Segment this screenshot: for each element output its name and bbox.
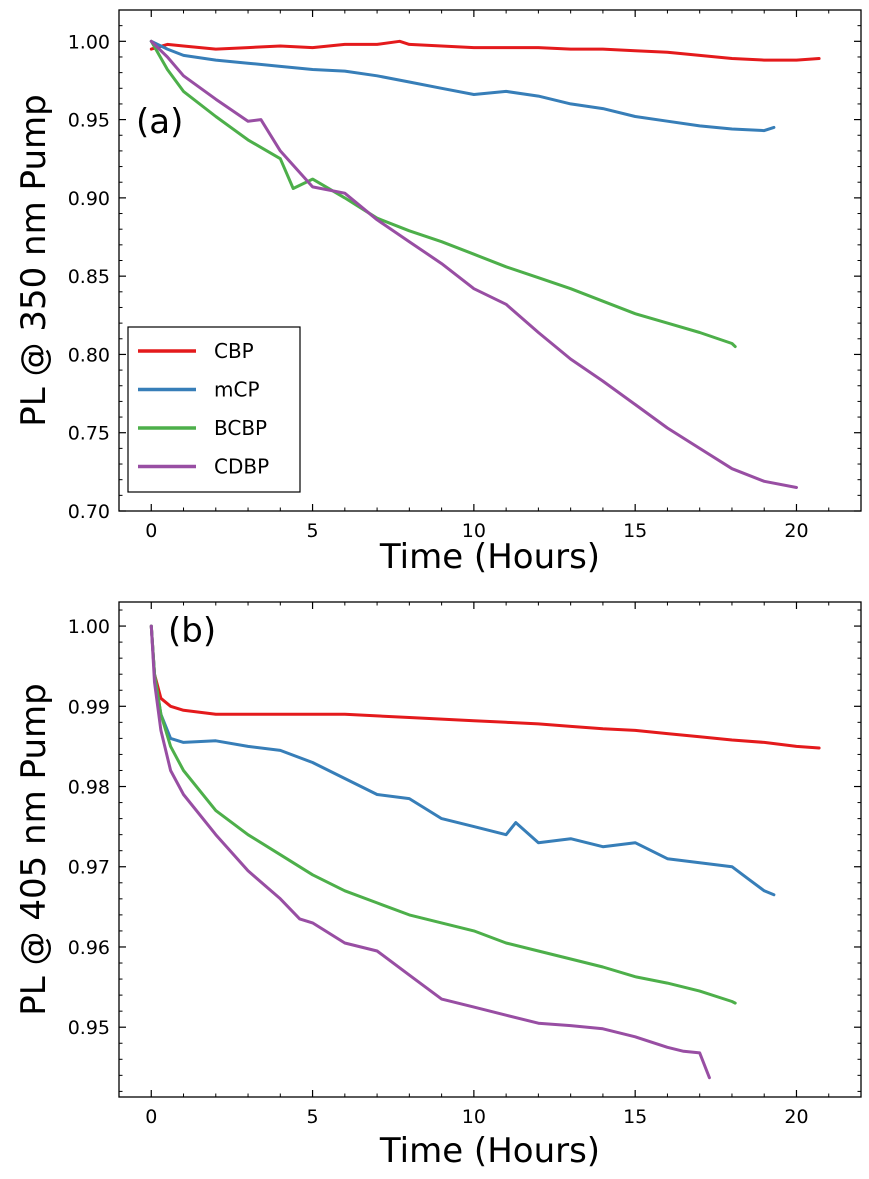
y-axis-label: PL @ 405 nm Pump	[14, 683, 54, 1015]
y-tick-label: 0.95	[68, 1017, 110, 1039]
series-line-cdbp	[149, 39, 798, 489]
series-line-bcbp	[149, 39, 737, 349]
x-tick-label: 5	[307, 1106, 319, 1128]
y-tick-label: 0.85	[68, 266, 110, 288]
legend: CBP mCP BCBP CDBP	[127, 326, 301, 493]
x-tick-label: 10	[462, 520, 486, 542]
series-line-cdbp	[149, 624, 711, 1080]
y-tick-label: 0.75	[68, 423, 110, 445]
x-tick-label: 20	[784, 1106, 808, 1128]
y-axis-label: PL @ 350 nm Pump	[14, 94, 54, 426]
x-tick-label: 5	[307, 520, 319, 542]
panel-label: (a)	[136, 102, 183, 142]
series-line-cbp	[149, 39, 821, 62]
y-tick-label: 0.98	[68, 777, 110, 799]
y-tick-label: 0.80	[68, 344, 110, 366]
chart-panel-b: 0 5 10 15 20 0.95 0.96 0.97 0.98 0.99 1.00 Time (Ho…	[14, 601, 862, 1171]
x-tick-label: 0	[145, 1106, 157, 1128]
plot-frame	[118, 601, 862, 1098]
y-tick-label: 1.00	[68, 31, 110, 53]
y-tick-label: 0.99	[68, 696, 110, 718]
series-line-mcp	[149, 39, 776, 133]
x-tick-label: 15	[623, 1106, 647, 1128]
x-tick-label: 0	[145, 520, 157, 542]
y-tick-label: 0.96	[68, 937, 110, 959]
x-axis-label: Time (Hours)	[379, 1131, 600, 1171]
legend-label-mcp: mCP	[214, 378, 260, 402]
y-tick-label: 0.95	[68, 110, 110, 132]
series-line-bcbp	[149, 624, 737, 1005]
y-tick-label: 0.90	[68, 188, 110, 210]
legend-box	[127, 326, 301, 493]
series-line-cbp	[149, 624, 821, 750]
y-tick-label: 0.70	[68, 501, 110, 523]
x-axis-label: Time (Hours)	[379, 537, 600, 577]
x-tick-label: 20	[784, 520, 808, 542]
chart-panel-a: 0 5 10 15 20 0.70 0.75 0.80 0.85 0.90 0.95 1.00 Time…	[14, 9, 862, 577]
legend-label-bcbp: BCBP	[214, 416, 267, 440]
x-tick-label: 10	[462, 1106, 486, 1128]
y-tick-label: 1.00	[68, 616, 110, 638]
legend-label-cbp: CBP	[214, 339, 254, 363]
x-tick-label: 15	[623, 520, 647, 542]
y-tick-label: 0.97	[68, 857, 110, 879]
panel-label: (b)	[168, 611, 216, 651]
legend-label-cdbp: CDBP	[214, 455, 269, 479]
series-line-mcp	[149, 624, 776, 897]
